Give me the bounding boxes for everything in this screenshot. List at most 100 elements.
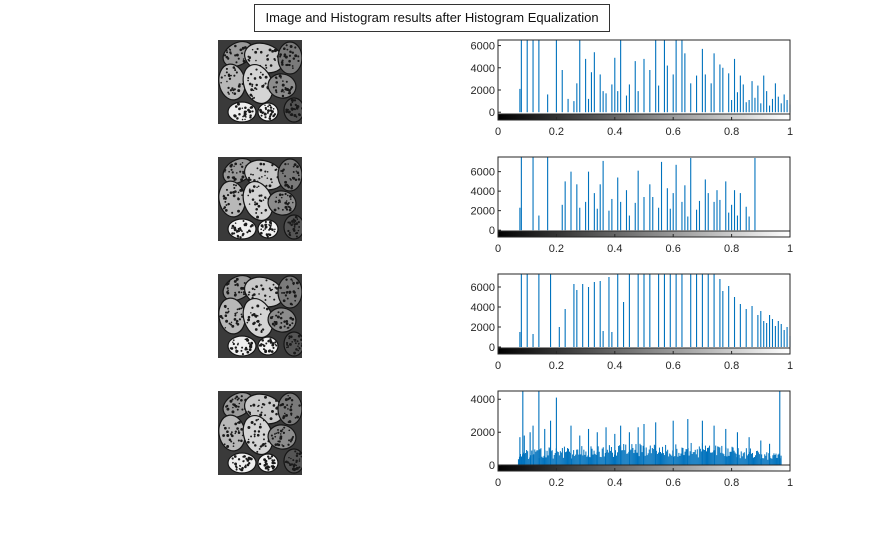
bean-speckle xyxy=(251,294,254,297)
bean-speckle xyxy=(237,458,241,461)
bean-speckle xyxy=(271,228,274,231)
bean-speckle xyxy=(228,322,231,325)
bean-speckle xyxy=(233,88,236,91)
bean-speckle xyxy=(224,171,226,173)
bean-speckle xyxy=(300,455,302,458)
x-tick-label: 1 xyxy=(787,477,793,489)
bean-speckle xyxy=(237,397,240,400)
bean-speckle xyxy=(233,114,235,117)
bean-speckle xyxy=(247,440,250,444)
bean-speckle xyxy=(296,217,298,219)
bean-speckle xyxy=(225,71,228,74)
bean-speckle xyxy=(288,59,291,63)
bean-speckle xyxy=(276,443,279,446)
bean-speckle xyxy=(293,163,297,167)
bean-speckle xyxy=(231,398,234,401)
bean-speckle xyxy=(259,413,263,417)
bean-speckle xyxy=(253,288,256,291)
bean-speckle xyxy=(285,460,288,464)
bean-speckle xyxy=(288,429,291,432)
bean-speckle xyxy=(264,174,266,177)
bean-speckle xyxy=(280,196,283,199)
bean-speckle xyxy=(297,334,301,338)
bean-speckle xyxy=(239,188,243,192)
bean-speckle xyxy=(287,326,290,329)
histogram-3: 0 2000 4000 6000 0 0.2 0.4 0.6 0.8 1 xyxy=(446,270,806,378)
bean-speckle xyxy=(282,428,284,431)
bean-speckle xyxy=(292,67,294,69)
bean-speckle xyxy=(230,168,233,171)
bean-speckle xyxy=(240,48,243,51)
bean-shape xyxy=(257,219,279,239)
bean-speckle xyxy=(232,341,234,343)
bean-speckle xyxy=(268,466,271,469)
bean-speckle xyxy=(268,401,271,405)
bean-speckle xyxy=(226,175,230,179)
bean-speckle xyxy=(294,342,297,345)
y-tick-label: 4000 xyxy=(471,186,495,198)
bean-speckle xyxy=(248,188,251,191)
bean-speckle xyxy=(237,431,241,434)
bean-speckle xyxy=(261,339,264,342)
bean-speckle xyxy=(262,343,264,346)
bean-speckle xyxy=(264,208,268,212)
bean-speckle xyxy=(244,118,246,121)
bean-speckle xyxy=(282,299,286,303)
bean-speckle xyxy=(248,176,250,179)
bean-speckle xyxy=(240,398,243,402)
bean-speckle xyxy=(283,412,286,415)
bean-speckle xyxy=(248,203,251,205)
bean-speckle xyxy=(250,312,252,314)
bean-speckle xyxy=(226,80,228,83)
bean-speckle xyxy=(238,402,241,405)
bean-speckle xyxy=(247,315,251,319)
bean-speckle xyxy=(231,324,235,328)
histogram-plot: 0 2000 4000 6000 0 0.2 0.4 0.6 0.8 1 xyxy=(471,39,793,138)
bean-speckle xyxy=(229,89,233,92)
bean-speckle xyxy=(234,69,237,72)
bean-speckle xyxy=(290,405,293,408)
bean-speckle xyxy=(293,99,297,102)
bean-speckle xyxy=(226,434,230,437)
bean-speckle xyxy=(250,223,254,227)
bean-speckle xyxy=(289,408,293,412)
bean-speckle xyxy=(297,113,301,116)
bean-speckle xyxy=(241,286,245,290)
bean-speckle xyxy=(267,455,270,458)
bean-speckle xyxy=(298,466,301,469)
bean-speckle xyxy=(227,91,230,94)
bean-speckle xyxy=(294,178,298,182)
bean-speckle xyxy=(250,421,254,424)
bean-speckle xyxy=(285,208,289,211)
bean-speckle xyxy=(259,231,263,235)
bean-speckle xyxy=(260,212,263,214)
bean-speckle xyxy=(256,450,259,453)
bean-speckle xyxy=(274,169,277,171)
bean-speckle xyxy=(249,413,252,416)
bean-speckle xyxy=(275,91,278,94)
bean-speckle xyxy=(241,346,244,349)
x-tick-label: 0.6 xyxy=(666,126,681,138)
bean-speckle xyxy=(240,178,244,182)
bean-speckle xyxy=(273,462,276,465)
bean-speckle xyxy=(241,408,244,411)
bean-speckle xyxy=(240,313,243,316)
bean-speckle xyxy=(229,51,232,54)
bean-speckle xyxy=(225,67,228,70)
bean-speckle xyxy=(291,403,293,406)
bean-speckle xyxy=(222,424,225,427)
bean-speckle xyxy=(297,343,300,345)
bean-speckle xyxy=(269,316,273,320)
bean-speckle xyxy=(235,319,239,323)
bean-speckle xyxy=(292,281,295,285)
bean-speckle xyxy=(291,280,294,282)
bean-speckle xyxy=(291,219,294,223)
bean-speckle xyxy=(279,286,282,290)
bean-speckle xyxy=(252,403,256,407)
bean-speckle xyxy=(284,192,287,196)
bean-speckle xyxy=(290,278,293,281)
bean-speckle xyxy=(287,221,290,224)
x-tick-label: 1 xyxy=(787,243,793,255)
bean-speckle xyxy=(272,107,275,110)
bean-speckle xyxy=(251,48,254,51)
